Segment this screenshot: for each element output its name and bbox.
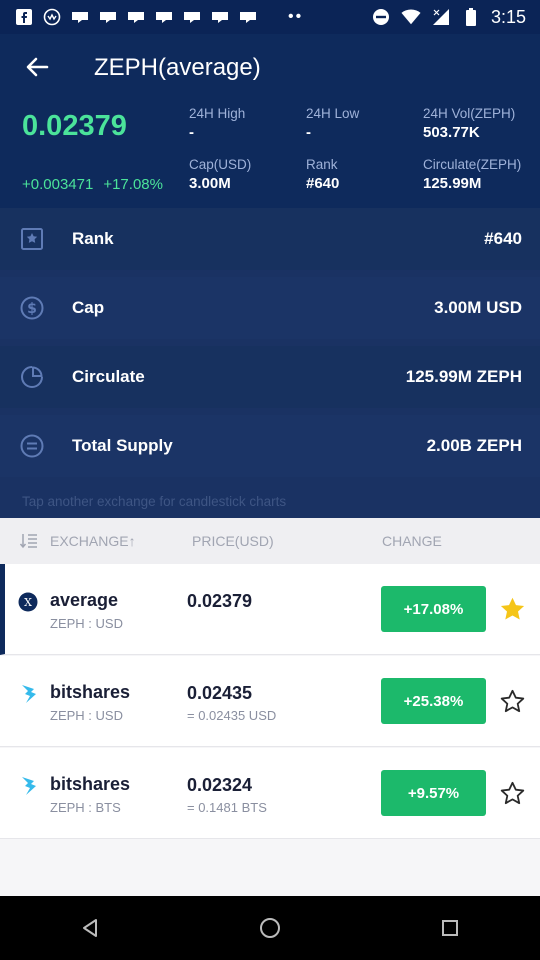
price-change-percent: +17.08%: [103, 176, 163, 193]
price-change: +0.003471 +17.08%: [22, 176, 173, 193]
current-price: 0.02379: [22, 110, 127, 142]
status-bar: •• 3:15: [0, 0, 540, 34]
triangle-back-icon: [83, 919, 97, 937]
stat-label: 24H High: [189, 106, 246, 121]
dollar-circle-icon: $: [20, 296, 44, 320]
info-label: Cap: [72, 298, 105, 317]
equals-circle-icon: [20, 434, 44, 458]
stat-label: 24H Vol(ZEPH): [423, 106, 516, 121]
notification-app-icon: [98, 8, 118, 26]
svg-text:$: $: [27, 301, 37, 317]
price-change-absolute: +0.003471: [22, 176, 94, 193]
notification-app-icon: [126, 8, 146, 26]
star-outline-icon[interactable]: [499, 780, 526, 807]
stat-value: -: [306, 124, 311, 141]
column-header-change[interactable]: CHANGE: [382, 533, 442, 549]
svg-text:X: X: [24, 596, 32, 609]
stat-value: 125.99M: [423, 175, 482, 192]
stat-24h-volume: 24H Vol(ZEPH) 503.77K: [423, 106, 515, 141]
exchange-name: bitshares: [50, 682, 131, 702]
notification-app-icon: [182, 8, 202, 26]
info-row-circulate: Circulate 125.99M ZEPH: [0, 346, 540, 408]
trading-pair: ZEPH : BTS: [50, 800, 121, 815]
stat-label: Cap(USD): [189, 157, 252, 172]
change-badge[interactable]: +9.57%: [381, 770, 486, 816]
notification-app-icon: [154, 8, 174, 26]
change-badge[interactable]: +25.38%: [381, 678, 486, 724]
cellular-signal-icon: [431, 8, 451, 26]
change-badge[interactable]: +17.08%: [381, 586, 486, 632]
pie-chart-icon: [21, 366, 43, 388]
wifi-icon: [401, 8, 421, 26]
exchange-list: X average ZEPH : USD 0.02379 +17.08% bit…: [0, 564, 540, 896]
column-header-price[interactable]: PRICE(USD): [192, 533, 274, 549]
system-navigation-bar: [0, 896, 540, 960]
exchange-price: 0.02379: [187, 591, 253, 611]
stat-rank: Rank #640: [306, 157, 339, 192]
exchange-name: bitshares: [50, 774, 131, 794]
notification-app-icon: [238, 8, 258, 26]
battery-icon: [461, 8, 481, 26]
stat-24h-high: 24H High -: [189, 106, 245, 141]
stat-value: #640: [306, 175, 340, 192]
bookmark-star-icon: [21, 228, 43, 250]
info-row-rank: Rank #640: [0, 208, 540, 270]
star-outline-icon[interactable]: [499, 688, 526, 715]
notification-app-icon: [70, 8, 90, 26]
column-header-exchange[interactable]: EXCHANGE↑: [50, 533, 136, 549]
bitshares-logo-icon: [22, 777, 36, 795]
coin-header: ZEPH(average) 0.02379 +0.003471 +17.08% 2…: [0, 34, 540, 208]
info-value: 2.00B ZEPH: [426, 436, 522, 455]
trading-pair: ZEPH : USD: [50, 708, 123, 723]
info-value: 3.00M USD: [434, 298, 522, 317]
trading-pair: ZEPH : USD: [50, 616, 123, 631]
coin-info-panel: Rank #640 $ Cap 3.00M USD Circulate 125.…: [0, 208, 540, 518]
info-label: Rank: [72, 229, 114, 248]
square-recents-icon: [442, 920, 458, 936]
stat-label: Rank: [306, 157, 338, 172]
clock: 3:15: [490, 6, 526, 27]
exchange-row-bitshares-usd[interactable]: bitshares ZEPH : USD 0.02435 = 0.02435 U…: [0, 656, 540, 747]
do-not-disturb-icon: [371, 8, 391, 26]
average-logo-icon: X: [18, 592, 38, 612]
info-row-total-supply: Total Supply 2.00B ZEPH: [0, 415, 540, 477]
nav-home-button[interactable]: [258, 916, 282, 940]
nav-recents-button[interactable]: [438, 916, 462, 940]
stat-24h-low: 24H Low -: [306, 106, 359, 141]
stat-label: Circulate(ZEPH): [423, 157, 522, 172]
notification-app-icon: [210, 8, 230, 26]
info-label: Circulate: [72, 367, 145, 386]
exchange-name: average: [50, 590, 119, 610]
facebook-icon: [14, 8, 34, 26]
info-value: #640: [484, 229, 522, 248]
nav-back-button[interactable]: [78, 916, 102, 940]
info-row-cap: $ Cap 3.00M USD: [0, 277, 540, 339]
app-circle-icon: [42, 8, 62, 26]
exchange-price: 0.02324: [187, 775, 253, 795]
exchange-table-header: EXCHANGE↑ PRICE(USD) CHANGE: [0, 518, 540, 564]
info-label: Total Supply: [72, 436, 173, 455]
more-notifications-indicator: ••: [288, 8, 304, 25]
exchange-row-average[interactable]: X average ZEPH : USD 0.02379 +17.08%: [0, 564, 540, 655]
exchange-price: 0.02435: [187, 683, 253, 703]
exchange-row-bitshares-bts[interactable]: bitshares ZEPH : BTS 0.02324 = 0.1481 BT…: [0, 748, 540, 839]
circle-home-icon: [260, 918, 280, 938]
stat-label: 24H Low: [306, 106, 360, 121]
candlestick-hint: Tap another exchange for candlestick cha…: [22, 494, 287, 509]
stat-value: 503.77K: [423, 124, 480, 141]
arrow-left-icon: [26, 57, 49, 77]
page-title: ZEPH(average): [94, 54, 261, 81]
converted-price: = 0.02435 USD: [187, 708, 277, 723]
star-filled-icon[interactable]: [499, 596, 526, 623]
bitshares-logo-icon: [22, 685, 36, 703]
back-button[interactable]: [22, 52, 52, 82]
stat-value: -: [189, 124, 194, 141]
stat-cap: Cap(USD) 3.00M: [189, 157, 251, 192]
stat-circulate: Circulate(ZEPH) 125.99M: [423, 157, 521, 192]
stat-value: 3.00M: [189, 175, 231, 192]
sort-icon[interactable]: [20, 533, 38, 549]
info-value: 125.99M ZEPH: [405, 367, 522, 386]
converted-price: = 0.1481 BTS: [187, 800, 267, 815]
